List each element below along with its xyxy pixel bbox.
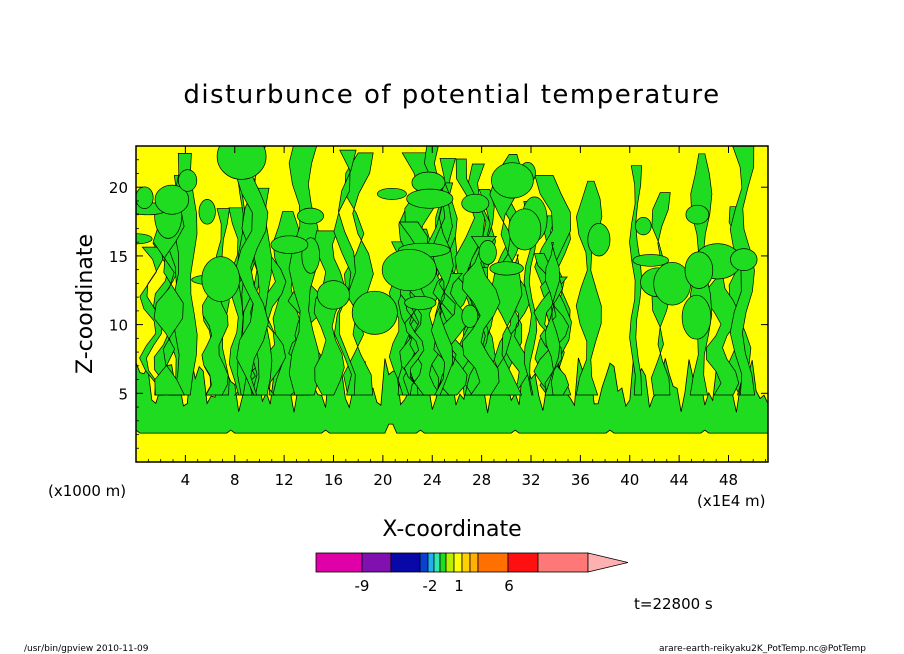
field-blob (461, 193, 490, 213)
x-tick-label: 20 (373, 471, 392, 489)
y-tick-label: 20 (109, 179, 128, 197)
y-tick-label: 15 (109, 248, 128, 266)
colorbar-label: -2 (423, 577, 438, 595)
field-blob (136, 186, 154, 209)
field-blob (491, 162, 534, 199)
x-tick-label: 44 (670, 471, 689, 489)
x-tick-label: 32 (521, 471, 540, 489)
field-blob (684, 251, 714, 289)
field-blob (216, 146, 267, 180)
field-blob (730, 248, 758, 271)
colorbar-arrow (587, 552, 629, 573)
contour-field (136, 146, 768, 462)
field-blob (297, 207, 324, 225)
x-tick-label: 16 (324, 471, 343, 489)
colorbar-swatch (445, 552, 455, 573)
field-blob (632, 254, 669, 267)
x-tick-label: 4 (181, 471, 191, 489)
x-tick-label: 12 (275, 471, 294, 489)
colorbar-swatch (427, 552, 435, 573)
field-blob (635, 216, 652, 236)
field-blob (178, 169, 198, 192)
field-blob (198, 199, 216, 225)
colorbar-label: 1 (454, 577, 464, 595)
field-blob (681, 294, 712, 340)
field-surface-layer (136, 423, 768, 462)
field-blob (489, 261, 524, 276)
colorbar-swatch (433, 552, 441, 573)
colorbar-swatch (390, 552, 421, 573)
field-blob (381, 248, 437, 292)
field-blob (316, 280, 350, 310)
field-blob (461, 304, 479, 328)
time-label: t=22800 s (634, 595, 713, 613)
colorbar-swatch (315, 552, 363, 573)
y-tick-label: 5 (118, 385, 128, 403)
colorbar-swatch (477, 552, 509, 573)
y-axis-ticks: 5 10 15 20 (109, 159, 768, 449)
field-blob (406, 188, 454, 209)
field-blob (478, 240, 497, 265)
colorbar-swatch (537, 552, 589, 573)
field-blob (404, 295, 437, 310)
plot-frame (135, 145, 769, 463)
colorbar-labels: -9 -2 1 6 (355, 577, 514, 595)
field-plume (629, 165, 643, 396)
colorbar (315, 552, 629, 573)
field-plume (544, 242, 561, 396)
x-tick-label: 28 (472, 471, 491, 489)
footer-right: arare-earth-reikyaku2K_PotTemp.nc@PotTem… (659, 644, 866, 654)
field-blob (201, 256, 240, 302)
x-axis-label: X-coordinate (382, 517, 521, 542)
colorbar-label: 6 (504, 577, 514, 595)
colorbar-swatch (507, 552, 539, 573)
field-blob (587, 223, 611, 257)
colorbar-swatch (453, 552, 463, 573)
x-scale-note: (x1E4 m) (697, 492, 766, 510)
y-tick-label: 10 (109, 317, 128, 335)
colorbar-swatch (439, 552, 447, 573)
colorbar-swatch (361, 552, 392, 573)
field-blob (508, 208, 542, 251)
field-blob (376, 187, 407, 200)
colorbar-swatch (461, 552, 471, 573)
field-blob (154, 184, 190, 215)
footer-left: /usr/bin/gpview 2010-11-09 (24, 644, 149, 654)
chart-title: disturbunce of potential temperature (183, 80, 720, 110)
field-plume (461, 235, 501, 396)
colorbar-swatch (469, 552, 479, 573)
x-tick-label: 40 (620, 471, 639, 489)
x-tick-label: 24 (423, 471, 442, 489)
x-tick-label: 8 (230, 471, 240, 489)
field-plume (438, 273, 468, 396)
colorbar-swatch (419, 552, 429, 573)
y-scale-note: (x1000 m) (48, 482, 126, 500)
field-blob (270, 235, 309, 254)
x-tick-label: 48 (719, 471, 738, 489)
field-blob (351, 290, 398, 335)
x-axis-ticks: 4 8 12 16 20 24 28 32 36 40 44 48 (147, 146, 766, 489)
x-tick-label: 36 (571, 471, 590, 489)
y-axis-label: Z-coordinate (73, 234, 98, 374)
colorbar-label: -9 (355, 577, 370, 595)
field-blob (685, 204, 710, 225)
